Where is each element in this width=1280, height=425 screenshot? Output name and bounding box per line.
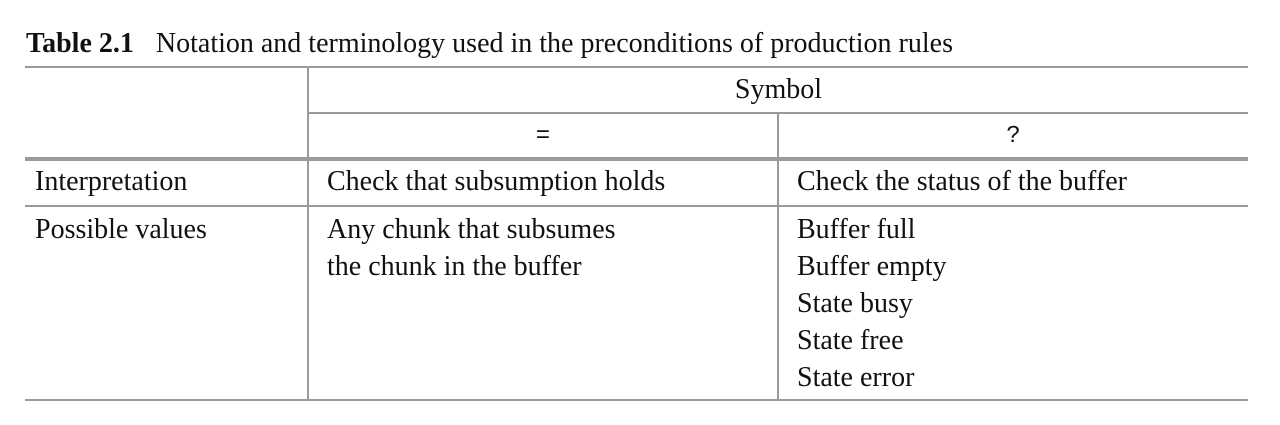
- value-line: State error: [797, 362, 915, 393]
- table-title: Notation and terminology used in the pre…: [155, 28, 953, 59]
- row-label-possible-values: Possible values: [35, 214, 207, 245]
- value-line: State busy: [797, 288, 913, 319]
- top-rule: [25, 66, 1248, 68]
- possible-values-equals: Any chunk that subsumes the chunk in the…: [327, 211, 616, 285]
- value-line: Any chunk that subsumes: [327, 214, 616, 245]
- value-line: the chunk in the buffer: [327, 251, 582, 282]
- bottom-rule: [25, 399, 1248, 401]
- symbol-equals: =: [535, 123, 551, 150]
- column-divider-1: [307, 66, 309, 401]
- header-rule: [25, 157, 1248, 161]
- row-divider: [25, 205, 1248, 207]
- table-caption: Table 2.1 Notation and terminology used i…: [26, 26, 953, 62]
- symbol-header: Symbol: [734, 74, 823, 105]
- column-divider-2: [777, 113, 779, 401]
- interpretation-equals: Check that subsumption holds: [327, 166, 666, 197]
- possible-values-query: Buffer full Buffer empty State busy Stat…: [797, 211, 947, 396]
- symbol-query: ?: [1006, 123, 1021, 150]
- notation-table: Symbol = ? Interpretation Check that sub…: [25, 66, 1248, 401]
- value-line: State free: [797, 325, 904, 356]
- row-label-interpretation: Interpretation: [35, 166, 188, 197]
- value-line: Buffer full: [797, 214, 916, 245]
- value-line: Buffer empty: [797, 251, 947, 282]
- table-number: Table 2.1: [26, 28, 134, 59]
- interpretation-query: Check the status of the buffer: [797, 166, 1127, 197]
